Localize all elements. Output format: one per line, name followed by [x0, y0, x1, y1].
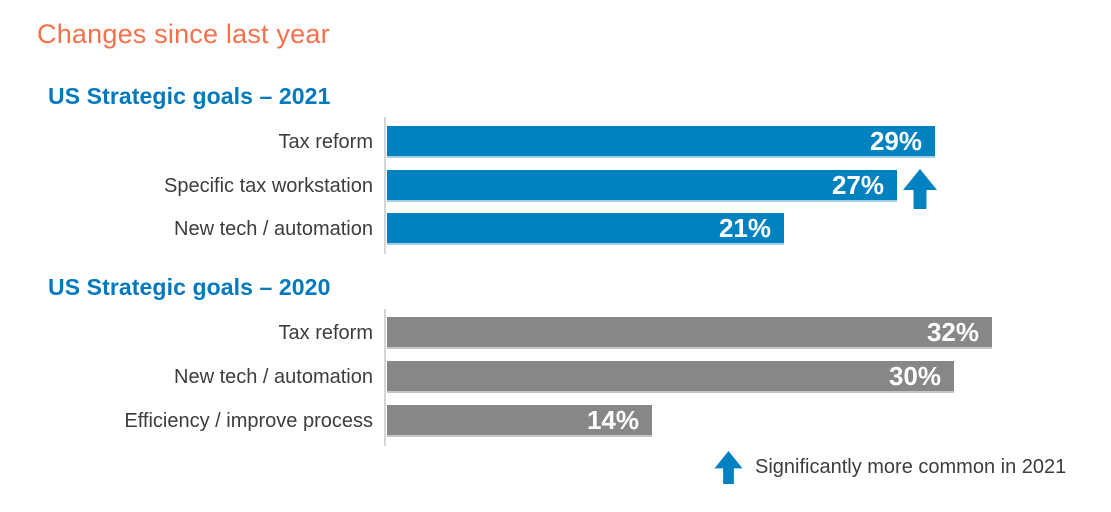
bar-value-label: 32% — [926, 317, 979, 347]
legend-label: Significantly more common in 2021 — [755, 456, 1067, 478]
axis-line-2020 — [384, 309, 386, 446]
significant-increase-arrow-icon — [903, 169, 937, 209]
legend: Significantly more common in 2021 — [714, 451, 1066, 484]
legend-up-arrow-icon — [714, 451, 743, 484]
category-label: New tech / automation — [174, 365, 373, 388]
category-label: New tech / automation — [174, 217, 373, 240]
bar-2020-efficiency-improve-process: 14% — [387, 405, 652, 437]
chart-row: Tax reform 32% — [0, 317, 992, 349]
chart-row: New tech / automation 30% — [0, 361, 954, 393]
category-label: Tax reform — [278, 321, 373, 344]
section-title-2021: US Strategic goals – 2021 — [48, 83, 331, 109]
bar-value-label: 27% — [831, 170, 884, 200]
bar-value-label: 30% — [888, 361, 941, 391]
category-label: Efficiency / improve process — [124, 409, 373, 432]
chart-row: Specific tax workstation 27% — [0, 170, 897, 202]
chart-row: Tax reform 29% — [0, 126, 935, 158]
category-label: Specific tax workstation — [164, 174, 373, 197]
bar-2020-new-tech-automation: 30% — [387, 361, 954, 393]
chart-row: New tech / automation 21% — [0, 213, 784, 245]
category-label: Tax reform — [278, 130, 373, 153]
bar-value-label: 29% — [869, 126, 922, 156]
chart-row: Efficiency / improve process 14% — [0, 405, 652, 437]
axis-line-2021 — [384, 117, 386, 254]
section-title-2020: US Strategic goals – 2020 — [48, 274, 331, 300]
page-title: Changes since last year — [37, 19, 330, 49]
bar-value-label: 21% — [718, 213, 771, 243]
bar-2021-new-tech-automation: 21% — [387, 213, 784, 245]
bar-2021-specific-tax-workstation: 27% — [387, 170, 897, 202]
bar-value-label: 14% — [586, 405, 639, 435]
bar-2020-tax-reform: 32% — [387, 317, 992, 349]
bar-2021-tax-reform: 29% — [387, 126, 935, 158]
